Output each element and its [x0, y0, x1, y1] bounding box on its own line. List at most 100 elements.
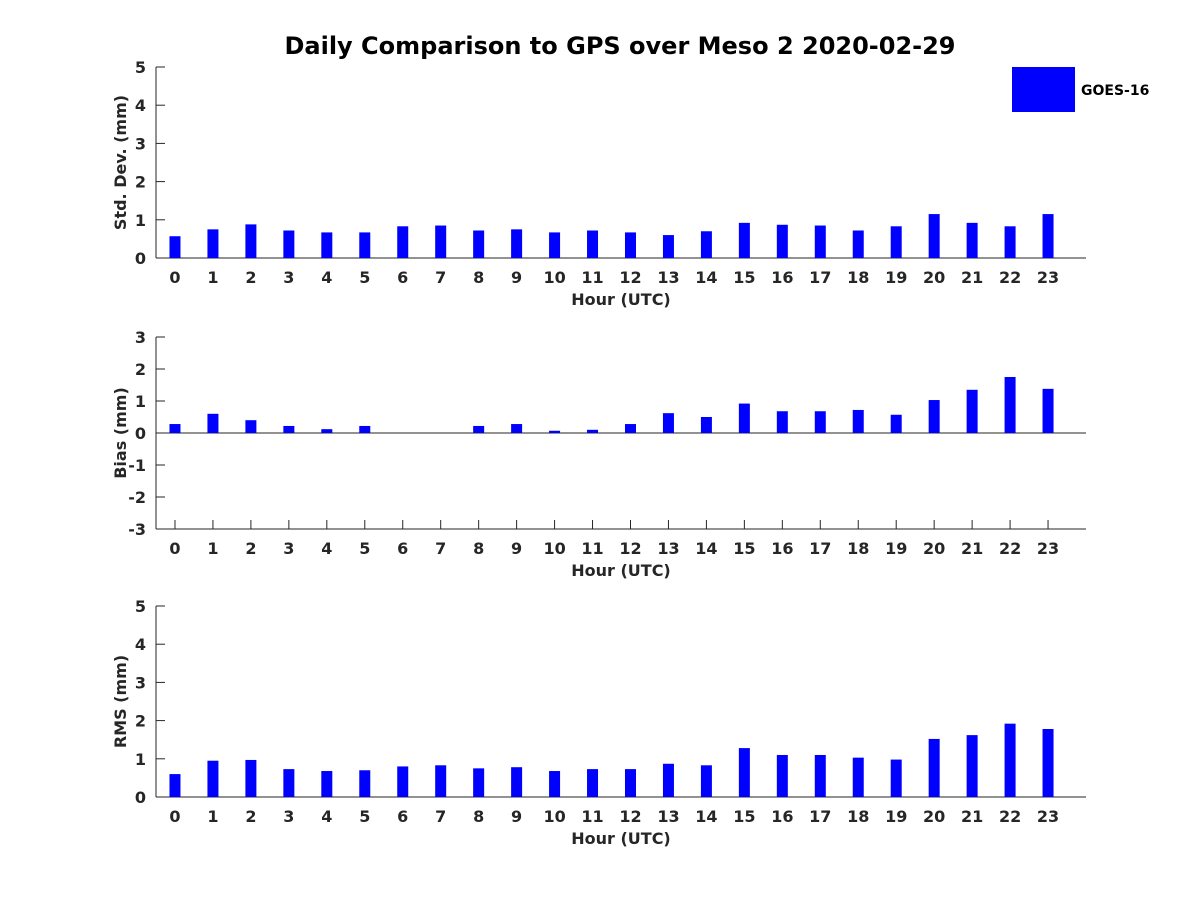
rms-x-tick-label: 3 [283, 807, 294, 826]
std-dev-x-tick-label: 11 [581, 268, 603, 287]
bias-bar [662, 413, 674, 433]
bias-bar [283, 425, 295, 433]
bias-x-tick-label: 2 [245, 539, 256, 558]
rms-bar [511, 767, 523, 797]
rms-y-tick-label: 3 [135, 673, 146, 692]
rms-bar [549, 771, 561, 797]
rms-x-tick-label: 2 [245, 807, 256, 826]
rms-x-tick-label: 21 [961, 807, 983, 826]
rms-bar [890, 759, 902, 797]
rms-bar [1042, 729, 1054, 797]
bias-x-tick-label: 3 [283, 539, 294, 558]
rms-x-tick-label: 12 [619, 807, 641, 826]
rms-y-tick-label: 0 [135, 788, 146, 807]
bias-x-tick-label: 8 [473, 539, 484, 558]
rms-y-tick-label: 4 [135, 635, 146, 654]
std-dev-y-axis-label: Std. Dev. (mm) [111, 95, 130, 230]
rms-bar [245, 759, 257, 797]
std-dev-x-tick-label: 17 [809, 268, 831, 287]
bias-x-tick-label: 19 [885, 539, 907, 558]
rms-y-tick-label: 5 [135, 597, 146, 616]
bias-x-tick-label: 15 [733, 539, 755, 558]
legend-label: GOES-16 [1081, 83, 1149, 99]
chart-title: Daily Comparison to GPS over Meso 2 2020… [284, 32, 955, 60]
rms-y-axis-label: RMS (mm) [111, 655, 130, 748]
rms-bar [1004, 723, 1016, 797]
rms-bar [473, 768, 485, 797]
legend-swatch [1012, 67, 1075, 112]
bias-bar [549, 430, 561, 433]
std-dev-y-tick-label: 4 [135, 96, 146, 115]
bias-y-tick-label: -3 [128, 520, 146, 539]
bias-bar [359, 425, 371, 433]
bias-x-tick-label: 16 [771, 539, 793, 558]
std-dev-x-tick-label: 5 [359, 268, 370, 287]
std-dev-bar [283, 230, 295, 258]
bias-x-tick-label: 7 [435, 539, 446, 558]
bias-bar [814, 411, 826, 433]
std-dev-x-tick-label: 1 [207, 268, 218, 287]
std-dev-x-tick-label: 3 [283, 268, 294, 287]
std-dev-bar [245, 224, 257, 258]
rms-x-tick-label: 23 [1037, 807, 1059, 826]
bias-y-tick-label: 0 [135, 424, 146, 443]
rms-bar [587, 769, 599, 797]
rms-y-tick-label: 2 [135, 712, 146, 731]
bias-y-tick-label: 3 [135, 328, 146, 347]
bias-x-tick-label: 23 [1037, 539, 1059, 558]
bias-bar [852, 409, 864, 433]
std-dev-bar [511, 229, 523, 258]
rms-x-tick-label: 11 [581, 807, 603, 826]
bias-x-axis-label: Hour (UTC) [571, 561, 671, 580]
rms-x-tick-label: 17 [809, 807, 831, 826]
bias-x-tick-label: 18 [847, 539, 869, 558]
std-dev-bar [359, 232, 371, 258]
std-dev-x-tick-label: 13 [657, 268, 679, 287]
rms-x-tick-label: 7 [435, 807, 446, 826]
bias-bar [245, 420, 257, 433]
std-dev-bar [776, 224, 788, 258]
std-dev-bar [549, 232, 561, 258]
rms-x-axis-label: Hour (UTC) [571, 829, 671, 848]
std-dev-bar [397, 226, 409, 258]
std-dev-x-tick-label: 14 [695, 268, 717, 287]
std-dev-x-tick-label: 19 [885, 268, 907, 287]
legend: GOES-16 [1012, 67, 1149, 112]
std-dev-x-tick-label: 20 [923, 268, 945, 287]
rms-bar [852, 757, 864, 797]
std-dev-x-tick-label: 23 [1037, 268, 1059, 287]
rms-bar [283, 769, 295, 797]
std-dev-x-tick-label: 7 [435, 268, 446, 287]
rms-bar [738, 748, 750, 797]
rms-x-tick-label: 20 [923, 807, 945, 826]
bias-bar [776, 411, 788, 433]
std-dev-bar [207, 229, 219, 258]
bias-x-tick-label: 22 [999, 539, 1021, 558]
bias-y-axis-label: Bias (mm) [111, 387, 130, 479]
rms-x-tick-label: 15 [733, 807, 755, 826]
bias-bar [624, 424, 636, 433]
bias-bar [587, 429, 599, 433]
std-dev-x-tick-label: 4 [321, 268, 332, 287]
bias-x-tick-label: 11 [581, 539, 603, 558]
rms-x-tick-label: 16 [771, 807, 793, 826]
bias-x-tick-label: 4 [321, 539, 332, 558]
rms-bar [662, 763, 674, 797]
bias-x-tick-label: 12 [619, 539, 641, 558]
bias-x-tick-label: 14 [695, 539, 717, 558]
bias-x-tick-label: 21 [961, 539, 983, 558]
bias-x-tick-label: 1 [207, 539, 218, 558]
rms-bar [321, 771, 333, 797]
std-dev-bar [169, 236, 181, 258]
std-dev-y-tick-label: 5 [135, 58, 146, 77]
rms-bar [359, 770, 371, 797]
bias-bar [890, 414, 902, 433]
rms-x-tick-label: 13 [657, 807, 679, 826]
bias-x-tick-label: 5 [359, 539, 370, 558]
std-dev-x-tick-label: 2 [245, 268, 256, 287]
std-dev-bar [662, 235, 674, 258]
rms-bar [966, 735, 978, 797]
